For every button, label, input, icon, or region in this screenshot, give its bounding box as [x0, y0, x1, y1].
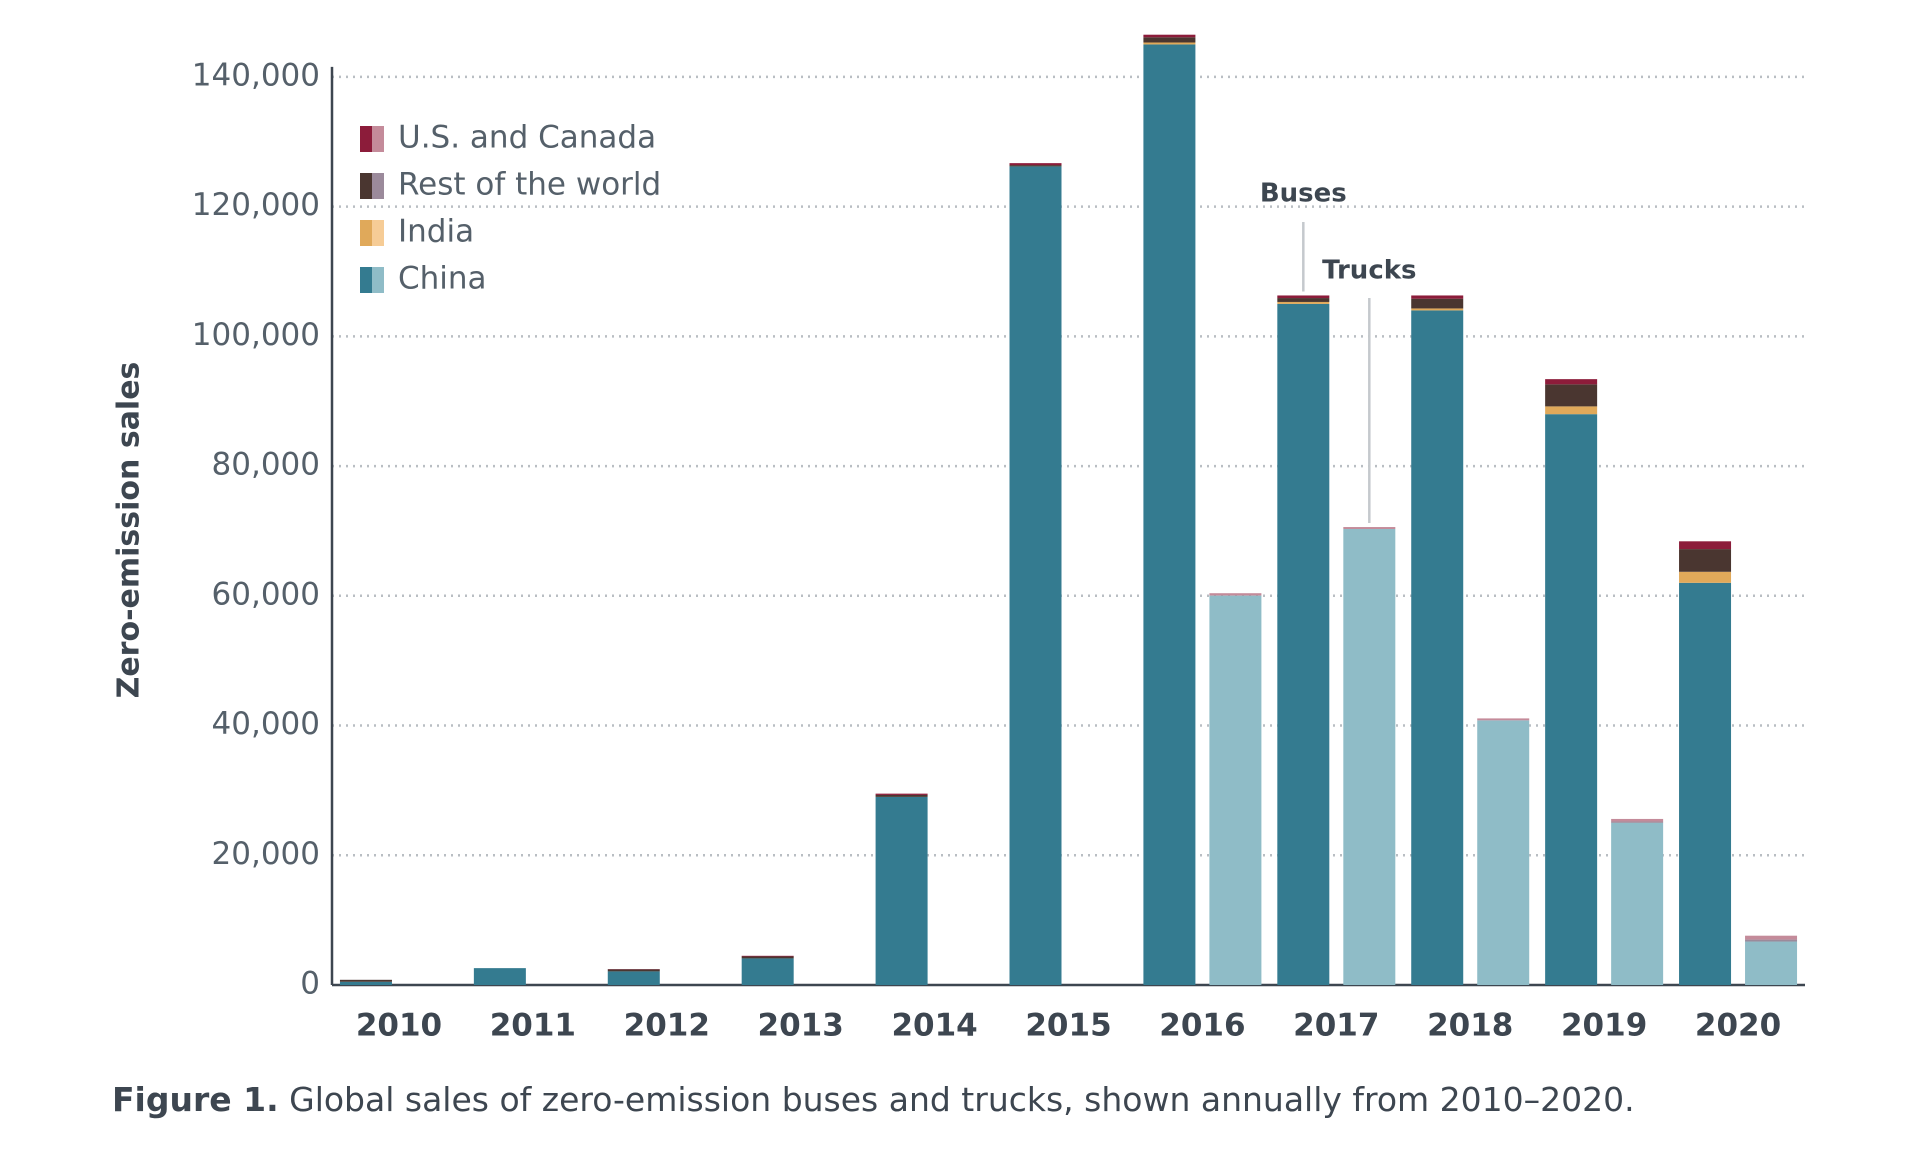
- x-tick-label: 2020: [1695, 1008, 1781, 1044]
- bar-segment: [1411, 295, 1464, 299]
- bar-segment: [1477, 720, 1530, 985]
- y-tick-label: 0: [300, 966, 320, 1002]
- bar-segment: [1679, 549, 1732, 572]
- bar-segment: [1009, 166, 1062, 985]
- bar-segment: [1545, 406, 1598, 415]
- bar-segment: [1745, 939, 1798, 942]
- legend-swatch: [372, 267, 384, 293]
- x-tick-label: 2014: [891, 1008, 977, 1044]
- bar-segment: [607, 971, 660, 985]
- bar-segment: [1277, 298, 1330, 302]
- x-tick-label: 2019: [1561, 1008, 1647, 1044]
- bar-segment: [741, 958, 794, 985]
- legend-swatch: [360, 267, 372, 293]
- bar-segment: [741, 956, 794, 959]
- bar-segment: [1411, 298, 1464, 309]
- legend-swatch: [372, 126, 384, 152]
- bar-segment: [1611, 822, 1664, 985]
- bar-segment: [1143, 44, 1196, 985]
- caption: Figure 1. Global sales of zero-emission …: [112, 1080, 1635, 1119]
- x-tick-label: 2010: [356, 1008, 442, 1044]
- x-tick-label: 2012: [624, 1008, 710, 1044]
- bar-segment: [1679, 571, 1732, 583]
- legend-swatch: [372, 173, 384, 199]
- bar-segment: [339, 979, 392, 982]
- x-tick-label: 2011: [490, 1008, 576, 1044]
- legend-label: India: [398, 214, 474, 250]
- bar-segment: [1009, 165, 1062, 167]
- x-tick-label: 2017: [1293, 1008, 1379, 1044]
- bar-segment: [1009, 163, 1062, 166]
- caption-label: Figure 1.: [112, 1080, 279, 1119]
- bar-segment: [1545, 384, 1598, 407]
- legend-label: Rest of the world: [398, 167, 661, 203]
- y-tick-label: 20,000: [212, 836, 320, 872]
- y-tick-label: 120,000: [192, 187, 320, 223]
- bar-segment: [1277, 295, 1330, 299]
- bar-segment: [607, 969, 660, 972]
- y-tick-label: 80,000: [212, 447, 320, 483]
- bar-segment: [875, 796, 928, 985]
- bar-segment: [1209, 595, 1262, 985]
- bar-segment: [1209, 593, 1262, 596]
- y-axis-label: Zero-emission sales: [112, 362, 147, 699]
- bar-segment: [1343, 528, 1396, 985]
- bar-segment: [741, 955, 794, 957]
- x-tick-label: 2016: [1159, 1008, 1245, 1044]
- bar-segment: [1209, 595, 1262, 596]
- bar-segment: [875, 794, 928, 797]
- bar-segment: [1745, 941, 1798, 985]
- legend-swatch: [372, 220, 384, 246]
- y-tick-label: 60,000: [212, 576, 320, 612]
- annotation: Trucks: [1322, 256, 1416, 286]
- bar-segment: [473, 968, 526, 985]
- annotation: Buses: [1260, 179, 1347, 209]
- x-tick-label: 2018: [1427, 1008, 1513, 1044]
- bar-segment: [1143, 42, 1196, 45]
- bar-segment: [1545, 414, 1598, 985]
- bar-segment: [1411, 308, 1464, 311]
- bar-segment: [1545, 379, 1598, 385]
- y-tick-label: 140,000: [192, 57, 320, 93]
- bar-segment: [1679, 541, 1732, 550]
- bar-segment: [1611, 821, 1664, 823]
- bar-segment: [1143, 34, 1196, 38]
- bar-segment: [1277, 303, 1330, 985]
- x-tick-label: 2015: [1025, 1008, 1111, 1044]
- bar-segment: [1411, 310, 1464, 985]
- legend-swatch: [360, 126, 372, 152]
- bar-segment: [1143, 37, 1196, 43]
- x-tick-label: 2013: [758, 1008, 844, 1044]
- caption-text: Global sales of zero-emission buses and …: [289, 1080, 1635, 1119]
- bar-segment: [339, 981, 392, 985]
- y-tick-label: 40,000: [212, 706, 320, 742]
- bar-segment: [1679, 582, 1732, 985]
- bar-segment: [1277, 301, 1330, 304]
- legend-swatch: [360, 220, 372, 246]
- bar-segment: [1477, 718, 1530, 721]
- bar-segment: [1745, 935, 1798, 940]
- legend-swatch: [360, 173, 372, 199]
- bar-segment: [1611, 818, 1664, 822]
- bar-segment: [1343, 527, 1396, 529]
- bar-segment: [875, 793, 928, 795]
- y-tick-label: 100,000: [192, 317, 320, 353]
- legend-label: China: [398, 261, 487, 297]
- legend-label: U.S. and Canada: [398, 120, 656, 156]
